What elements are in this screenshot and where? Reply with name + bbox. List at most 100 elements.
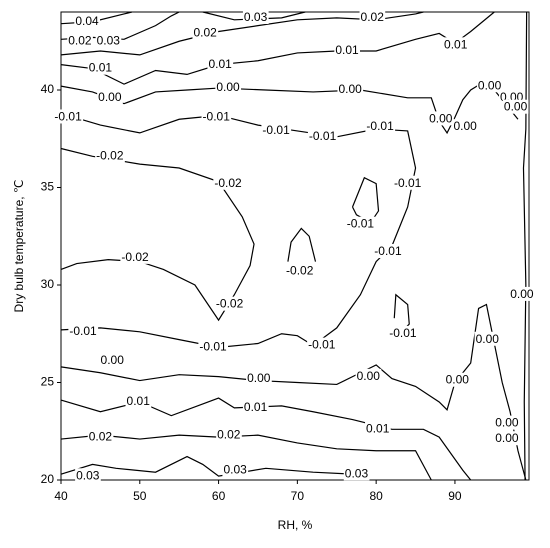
contour-label: 0.03: [244, 10, 268, 24]
contour-label-bg: [74, 13, 101, 28]
contour-label-bg: [201, 109, 232, 124]
x-tick-label: 60: [212, 489, 226, 503]
contour-label-bg: [192, 25, 219, 40]
contour-label-bg: [388, 325, 418, 340]
contour-label-bg: [99, 353, 126, 368]
contour-label-bg: [443, 37, 469, 52]
contour-label-bg: [75, 468, 101, 483]
contour-label: -0.02: [286, 264, 314, 278]
contour-label: 0.00: [454, 119, 478, 133]
contour-label-bg: [213, 175, 244, 190]
y-tick-label: 30: [41, 277, 55, 291]
contour-label-bg: [392, 175, 423, 190]
contour-label: -0.01: [394, 176, 422, 190]
contour-label: -0.01: [54, 109, 82, 123]
contour-label-bg: [307, 337, 337, 352]
contour-label: 0.00: [446, 373, 470, 387]
contour-label: -0.01: [262, 123, 290, 137]
contour-label-bg: [242, 10, 269, 25]
contour-label-bg: [494, 415, 520, 430]
contour-label: 0.01: [208, 57, 232, 71]
contour-label: 0.02: [361, 10, 385, 24]
contour-label: 0.00: [504, 100, 528, 114]
contour-label-bg: [95, 33, 122, 48]
contour-label: 0.02: [194, 26, 218, 40]
contour-label: 0.02: [68, 33, 92, 47]
contour-label: 0.00: [429, 111, 453, 125]
contour-label-bg: [120, 249, 151, 264]
contour-label-bg: [285, 263, 315, 278]
contour-label-bg: [198, 339, 229, 354]
x-axis-label: RH, %: [278, 518, 313, 532]
plot-frame: [60, 11, 530, 481]
contour-label: 0.00: [510, 287, 534, 301]
contour-line: [287, 227, 317, 262]
contour-label-bg: [87, 60, 114, 75]
contour-label: -0.01: [374, 244, 402, 258]
contour-label: 0.02: [89, 429, 113, 443]
contour-label-bg: [125, 394, 152, 409]
contour-label: 0.00: [357, 369, 381, 383]
contour-label: 0.03: [223, 462, 247, 476]
contour-label: 0.00: [98, 90, 122, 104]
contour-label: 0.00: [247, 371, 271, 385]
contour-label-bg: [502, 99, 529, 114]
contour-label-bg: [355, 368, 382, 383]
contour-label-bg: [307, 128, 338, 143]
contour-label: 0.00: [476, 332, 500, 346]
contour-label: 0.01: [444, 37, 468, 51]
contour-label: -0.02: [216, 297, 244, 311]
contour-label-bg: [214, 296, 245, 311]
contour-label-bg: [95, 148, 125, 163]
contour-label-bg: [97, 89, 123, 104]
contour-label: 0.01: [244, 400, 268, 414]
contour-label-bg: [242, 400, 269, 415]
contour-label: -0.02: [121, 250, 149, 264]
contour-label-bg: [207, 56, 234, 71]
x-tick-label: 90: [448, 489, 462, 503]
contour-label-bg: [246, 370, 272, 385]
contour-line: [393, 293, 410, 331]
contour-label-bg: [87, 429, 114, 444]
y-tick-label: 20: [41, 472, 55, 486]
contour-label: 0.01: [127, 394, 151, 408]
contour-label: -0.01: [69, 324, 97, 338]
contour-label: -0.01: [308, 338, 336, 352]
contour-label-bg: [373, 244, 403, 259]
contour-label-bg: [452, 119, 479, 134]
contour-label: -0.01: [366, 119, 394, 133]
contour-label: 0.00: [495, 431, 519, 445]
contour-label-bg: [337, 82, 364, 97]
contour-label: 0.00: [101, 353, 125, 367]
contour-label: 0.00: [495, 416, 519, 430]
contour-label: -0.01: [347, 217, 375, 231]
y-tick-label: 25: [41, 375, 55, 389]
contour-line: [351, 176, 380, 224]
y-tick-label: 35: [41, 180, 55, 194]
contour-label: -0.02: [214, 176, 242, 190]
x-tick-label: 40: [54, 489, 68, 503]
contour-label: 0.01: [89, 61, 113, 75]
x-tick-label: 80: [369, 489, 383, 503]
contour-label: -0.01: [199, 340, 227, 354]
contour-label: 0.04: [75, 14, 99, 28]
contour-label-bg: [334, 43, 361, 58]
contour-line: [60, 11, 424, 56]
contour-label-bg: [53, 109, 84, 124]
contour-label: 0.03: [76, 468, 100, 482]
contour-label: 0.00: [338, 82, 362, 96]
contour-label-bg: [345, 216, 376, 231]
contour-label-bg: [67, 33, 93, 48]
contour-label-bg: [474, 331, 501, 346]
contour-label: 0.01: [335, 43, 359, 57]
contour-label: -0.01: [389, 326, 417, 340]
contour-label-bg: [509, 286, 535, 301]
contour-label: -0.01: [203, 109, 231, 123]
contour-line: [60, 455, 369, 481]
contour-label-bg: [215, 80, 242, 95]
x-tick-label: 50: [133, 489, 147, 503]
contour-label-bg: [359, 10, 386, 25]
contour-label: -0.01: [309, 129, 337, 143]
contour-label: 0.00: [216, 80, 240, 94]
